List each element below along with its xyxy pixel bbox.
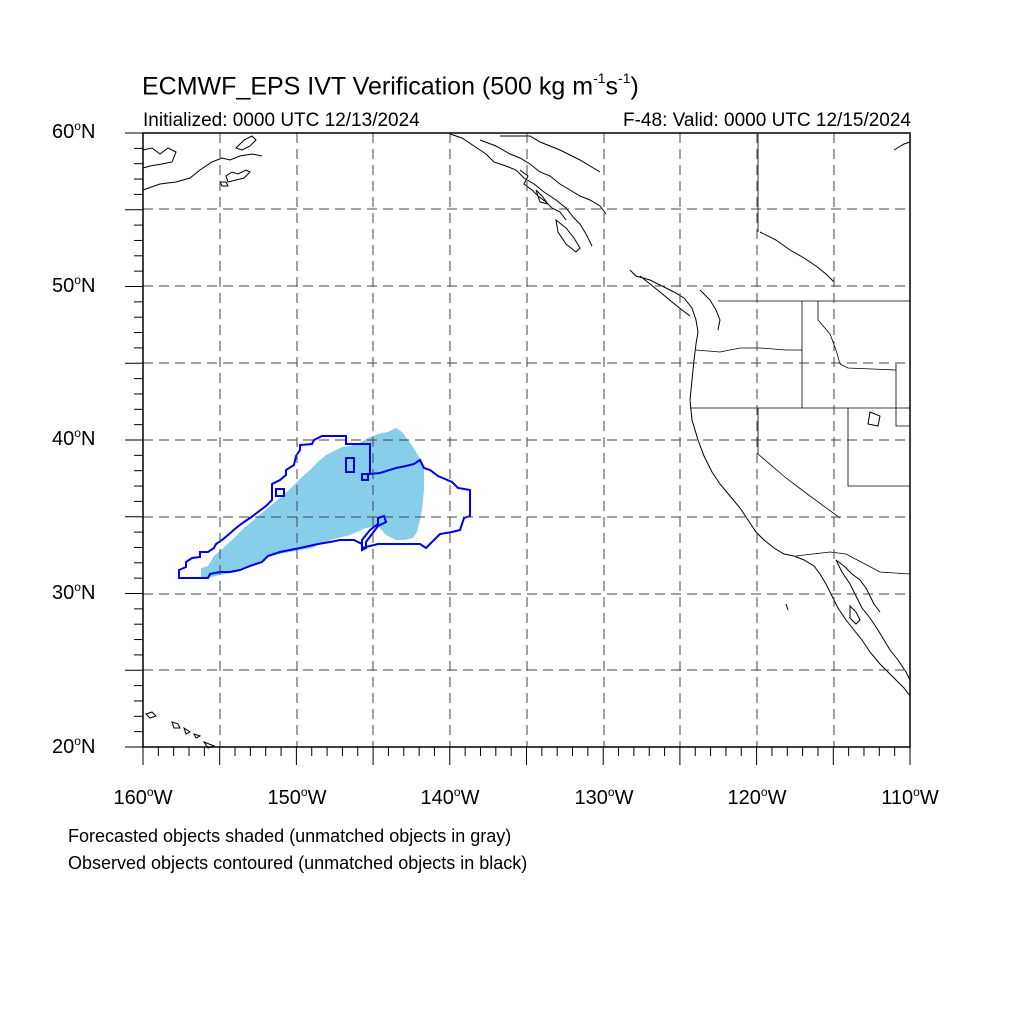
lon-label-160w: 160oW — [113, 785, 173, 809]
initialized-time: Initialized: 0000 UTC 12/13/2024 — [143, 110, 420, 131]
caption-observed: Observed objects contoured (unmatched ob… — [68, 853, 528, 873]
observed-object-small-3 — [361, 473, 369, 481]
observed-object-inner-contour — [361, 514, 388, 552]
lon-label-130w: 130oW — [574, 785, 634, 809]
observed-object-contour — [178, 435, 471, 579]
observed-object-small-1 — [345, 457, 355, 473]
lon-label-140w: 140oW — [420, 785, 480, 809]
lat-label-50: 50oN — [52, 273, 96, 297]
valid-time: F-48: Valid: 0000 UTC 12/15/2024 — [623, 110, 911, 131]
graticule — [143, 133, 910, 747]
forecast-object — [201, 428, 424, 578]
lat-label-30: 30oN — [52, 580, 96, 604]
chart-title: ECMWF_EPS IVT Verification (500 kg m-1s-… — [142, 70, 639, 101]
lat-label-60: 60oN — [52, 119, 96, 143]
caption-forecast: Forecasted objects shaded (unmatched obj… — [68, 826, 512, 846]
lon-label-120w: 120oW — [727, 785, 787, 809]
lon-label-150w: 150oW — [267, 785, 327, 809]
lat-label-40: 40oN — [52, 426, 96, 450]
lat-label-20: 20oN — [52, 734, 96, 758]
lon-label-110w: 110oW — [881, 785, 939, 809]
coastlines — [142, 133, 911, 749]
political-borders — [690, 134, 911, 575]
observed-object-small-2 — [275, 488, 285, 497]
axis-ticks — [125, 132, 911, 765]
